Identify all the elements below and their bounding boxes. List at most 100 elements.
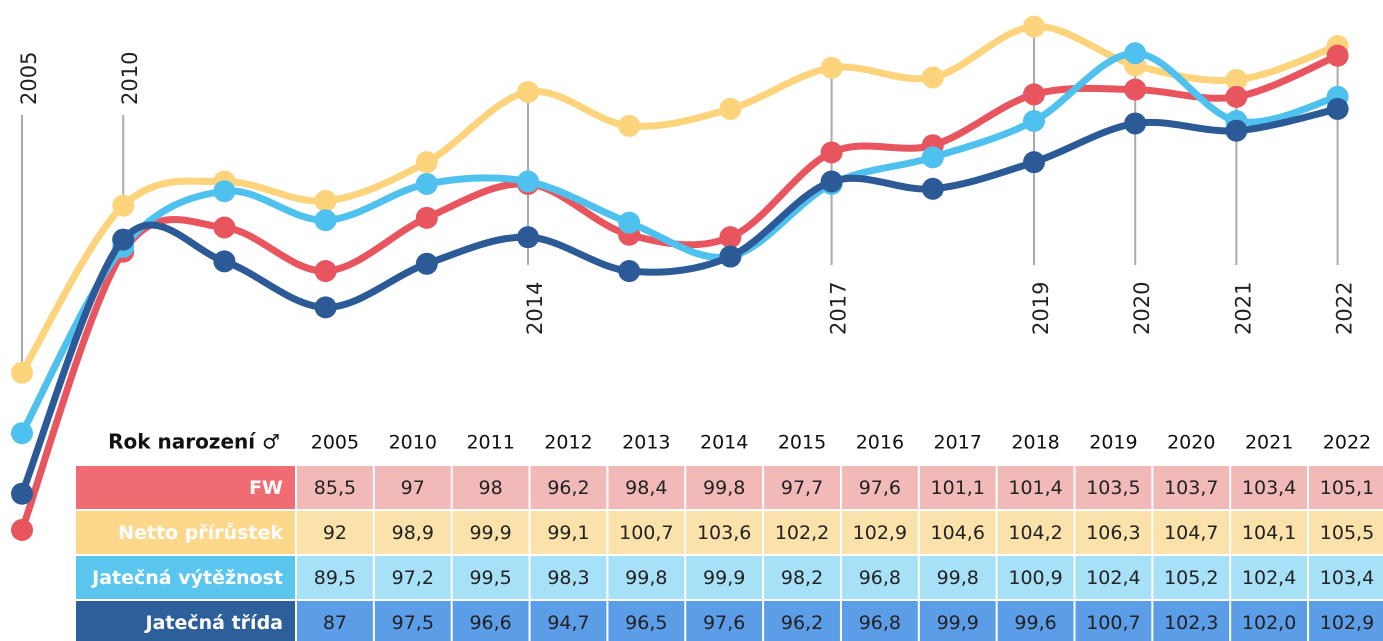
point bbox=[1326, 44, 1349, 67]
point bbox=[1225, 68, 1248, 91]
point bbox=[517, 170, 539, 193]
cell bbox=[997, 466, 1074, 509]
column-header: 2010 bbox=[389, 432, 437, 454]
point bbox=[719, 245, 742, 268]
cell bbox=[1075, 601, 1152, 641]
point bbox=[1023, 151, 1045, 174]
point bbox=[921, 146, 944, 169]
column-header: 2018 bbox=[1011, 432, 1059, 454]
cell bbox=[841, 466, 918, 509]
x-label: 2005 bbox=[17, 52, 41, 105]
point bbox=[618, 114, 641, 137]
cell-value: 105,5 bbox=[1320, 522, 1374, 544]
cell bbox=[1309, 556, 1383, 599]
cell bbox=[297, 466, 373, 509]
cell bbox=[764, 601, 840, 641]
cell-value: 99,8 bbox=[937, 567, 979, 589]
point bbox=[1124, 78, 1147, 101]
cell bbox=[608, 556, 685, 599]
point bbox=[1124, 42, 1147, 65]
x-label: 2021 bbox=[1231, 282, 1255, 335]
table-header: Rok narození ♂ bbox=[108, 430, 280, 454]
cell bbox=[608, 511, 685, 554]
cell bbox=[1075, 466, 1152, 509]
legend-label: Jatečná třída bbox=[144, 612, 283, 634]
cell bbox=[686, 511, 763, 554]
point bbox=[112, 194, 135, 217]
series-line bbox=[18, 105, 1342, 498]
row-label-cell bbox=[76, 511, 295, 554]
cell-value: 96,8 bbox=[859, 567, 901, 589]
cell-value: 96,2 bbox=[781, 612, 823, 634]
cell-value: 99,9 bbox=[469, 522, 511, 544]
cell bbox=[1231, 511, 1308, 554]
point bbox=[11, 422, 33, 445]
column-header: 2012 bbox=[544, 432, 592, 454]
point bbox=[11, 519, 33, 541]
cell bbox=[374, 556, 451, 599]
legend-label: Netto přírůstek bbox=[118, 521, 283, 544]
point bbox=[1124, 112, 1147, 135]
point bbox=[820, 56, 843, 79]
column-header: 2017 bbox=[934, 432, 982, 454]
point bbox=[11, 482, 33, 505]
x-label: 2014 bbox=[523, 282, 547, 335]
column-header: 2011 bbox=[466, 432, 514, 454]
point bbox=[1326, 97, 1349, 120]
point bbox=[314, 189, 337, 212]
point bbox=[314, 260, 337, 283]
row-label-cell bbox=[76, 601, 295, 641]
point bbox=[719, 97, 742, 120]
cell bbox=[686, 556, 763, 599]
cell-value: 98,3 bbox=[547, 567, 589, 589]
cell bbox=[297, 511, 373, 554]
cell bbox=[841, 556, 918, 599]
cell bbox=[919, 466, 996, 509]
point bbox=[213, 250, 236, 273]
cell bbox=[297, 601, 373, 641]
cell bbox=[452, 601, 529, 641]
column-header: 2022 bbox=[1323, 432, 1371, 454]
cell-value: 98,4 bbox=[625, 477, 667, 499]
x-label: 2020 bbox=[1130, 282, 1154, 335]
point bbox=[517, 80, 539, 103]
series-line bbox=[18, 52, 1342, 534]
series-line bbox=[18, 49, 1342, 437]
column-header: 2019 bbox=[1089, 432, 1137, 454]
cell-value: 96,8 bbox=[859, 612, 901, 634]
point bbox=[1225, 85, 1248, 108]
cell-value: 99,1 bbox=[547, 522, 589, 544]
point bbox=[415, 151, 438, 174]
plot bbox=[11, 15, 1349, 541]
cell-value: 104,7 bbox=[1164, 522, 1218, 544]
cell-value: 96,6 bbox=[469, 612, 511, 634]
column-header: 2016 bbox=[856, 432, 904, 454]
point bbox=[415, 252, 438, 275]
cell-value: 99,9 bbox=[937, 612, 979, 634]
cell bbox=[1153, 556, 1230, 599]
cell bbox=[997, 556, 1074, 599]
point bbox=[1023, 83, 1045, 106]
cell bbox=[919, 601, 996, 641]
cell-value: 99,9 bbox=[703, 567, 745, 589]
cell-value: 97,7 bbox=[781, 477, 823, 499]
cell-value: 97,2 bbox=[392, 567, 434, 589]
cell bbox=[1309, 511, 1383, 554]
cell bbox=[1309, 466, 1383, 509]
point bbox=[820, 170, 843, 193]
cell bbox=[1153, 466, 1230, 509]
cell bbox=[374, 601, 451, 641]
cell bbox=[686, 466, 763, 509]
cell-value: 102,4 bbox=[1086, 567, 1140, 589]
cell-value: 98,9 bbox=[392, 522, 434, 544]
point bbox=[921, 66, 944, 89]
cell-value: 101,4 bbox=[1008, 477, 1062, 499]
cell-value: 103,4 bbox=[1320, 567, 1374, 589]
cell-value: 99,6 bbox=[1014, 612, 1056, 634]
point bbox=[1023, 15, 1045, 38]
point bbox=[618, 211, 641, 234]
cell bbox=[530, 601, 607, 641]
column-header: 2013 bbox=[622, 432, 670, 454]
cell-value: 102,9 bbox=[1320, 612, 1374, 634]
